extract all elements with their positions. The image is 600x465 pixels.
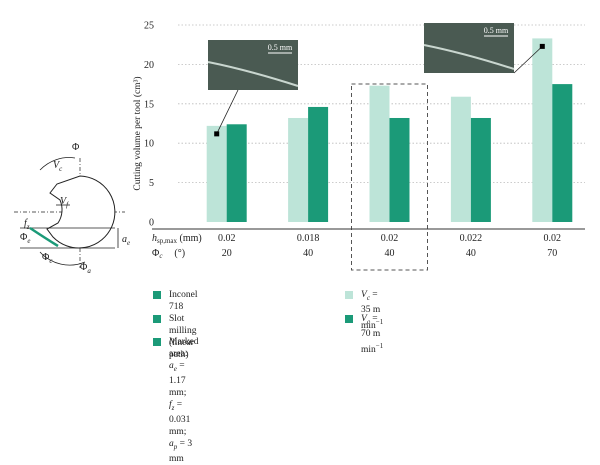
bar: [552, 84, 573, 222]
bar: [288, 117, 309, 222]
hsp-value: 0.022: [460, 233, 483, 244]
legend-swatch: [153, 338, 161, 346]
phi-e-label: Φe: [20, 232, 30, 245]
y-tick-label: 10: [144, 139, 154, 150]
phi-c-label: Φc: [42, 252, 53, 265]
chart-canvas: Φ Vc Vf fz Φe ae Φc Φa 0 5 10 15 20 25 Cutting…: [14, 21, 585, 275]
scale-label: 0.5 mm: [268, 43, 293, 52]
legend-material-text: Inconel 718: [169, 290, 198, 312]
marker-square: [539, 43, 545, 49]
legend-swatch: [345, 315, 353, 323]
ae-label: ae: [122, 234, 130, 247]
hsp-value: 0.02: [544, 233, 562, 244]
phi-c-arc: [39, 251, 86, 266]
scale-label: 0.5 mm: [484, 26, 509, 35]
legend-marked-area: Marked area: ae = 1.17 mm; fz = 0.031 mm; a…: [153, 336, 199, 465]
y-tick-label: 25: [144, 21, 154, 32]
micrograph-inset: 0.5 mm: [423, 23, 545, 74]
phi-value: 40: [466, 248, 476, 259]
phi-label: Φ: [72, 142, 79, 153]
hsp-value: 0.02: [381, 233, 399, 244]
y-tick-label: 0: [149, 218, 154, 229]
y-tick-label: 5: [149, 178, 154, 189]
rotation-arrow: [39, 157, 76, 171]
micrograph-inset: 0.5 mm: [207, 40, 299, 137]
phi-value: 70: [547, 248, 557, 259]
legend-vc35-text: Vc = 35 m min−1: [361, 290, 384, 332]
bar: [226, 124, 247, 222]
legend-vc35: Vc = 35 m min−1: [345, 289, 383, 332]
legend-milling: Slot milling (linear path): [153, 313, 196, 361]
milling-cutter-diagram: Φ Vc Vf fz Φe ae Φc Φa: [14, 142, 130, 275]
legend-marked-text: Marked area: ae = 1.17 mm; fz = 0.031 mm; a…: [169, 337, 199, 464]
y-tick-label: 15: [144, 99, 154, 110]
marker-square: [214, 131, 220, 137]
bar: [470, 117, 491, 222]
bar: [369, 85, 390, 223]
vf-label: Vf: [60, 196, 69, 209]
legend-vc70-text: Vc = 70 m min−1: [361, 314, 384, 356]
phi-a-label: Φa: [80, 262, 91, 275]
hsp-row-label: hsp,max (mm): [152, 233, 202, 245]
micrograph-edge: [423, 44, 515, 70]
phi-row-label: Φc (°): [152, 248, 185, 260]
chip-area: [29, 226, 59, 248]
legend-vc70: Vc = 70 m min−1: [345, 313, 383, 356]
bar-plot: 0 5 10 15 20 25 Cutting volume per tool (cm³) 0…: [132, 21, 585, 271]
bar: [532, 38, 553, 223]
phi-value: 20: [222, 248, 232, 259]
hsp-value: 0.018: [297, 233, 320, 244]
bar: [389, 117, 410, 222]
inset-pointer: [216, 89, 239, 135]
legend-milling-text: Slot milling (linear path): [169, 314, 197, 360]
parameter-table: 0.02 20 0.018 40 0.02 40 0.022 40 0.02 70: [218, 233, 561, 259]
vc-label: Vc: [53, 160, 63, 173]
legend-material: Inconel 718: [153, 289, 198, 313]
bar: [308, 106, 329, 222]
inset-pointer: [513, 46, 543, 74]
legend-swatch: [153, 315, 161, 323]
fz-label: fz: [24, 218, 30, 231]
bar: [206, 125, 227, 222]
micrograph-edge: [207, 61, 299, 87]
legend-swatch: [153, 291, 161, 299]
hsp-value: 0.02: [218, 233, 236, 244]
cutter-body: [46, 175, 116, 249]
bar: [450, 96, 471, 222]
y-tick-label: 20: [144, 60, 154, 71]
legend-swatch: [345, 291, 353, 299]
phi-value: 40: [303, 248, 313, 259]
y-axis-label: Cutting volume per tool (cm³): [132, 76, 143, 190]
highlight-box: [351, 83, 428, 271]
phi-value: 40: [385, 248, 395, 259]
